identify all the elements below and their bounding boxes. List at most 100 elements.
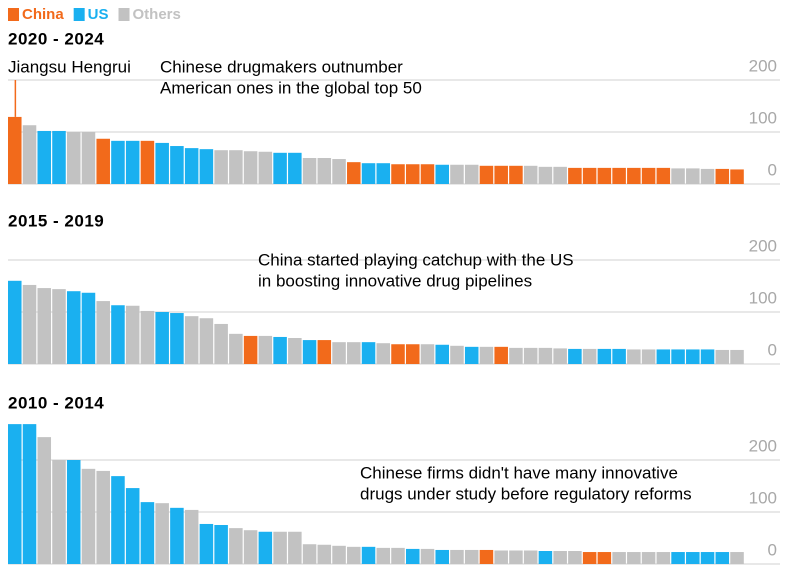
bar [37,288,52,364]
bar [22,125,37,184]
bar [730,552,744,564]
bar [627,167,641,184]
bar [170,507,184,564]
bar [111,476,125,564]
bar [671,168,685,184]
bar [553,166,567,184]
highlight-label: Jiangsu Hengrui [8,57,131,76]
bar [155,142,169,184]
bar [523,550,538,564]
bar [656,349,671,364]
bar [700,349,715,364]
bar [302,340,317,364]
bar [96,470,110,564]
bar [66,291,81,364]
bar [8,424,22,564]
bar [273,531,287,564]
bar [214,525,228,564]
bar [376,547,391,564]
bar [332,159,346,184]
bar [8,280,22,364]
bar [170,313,184,364]
bar [597,552,612,564]
y-tick-label: 100 [749,108,777,127]
bar [435,344,449,364]
bar [140,502,155,564]
legend-label: US [88,6,109,23]
bar [582,552,597,564]
bar [317,544,332,564]
bar [479,346,494,364]
bar [288,338,302,364]
bar [538,166,553,184]
annotation: in boosting innovative drug pipelines [258,271,532,290]
bar [553,348,567,364]
y-tick-label: 0 [768,540,777,559]
bar [450,345,464,364]
bar [288,152,302,184]
bar [66,460,81,564]
bar [568,167,582,184]
bar [538,347,553,364]
bar [509,165,523,184]
bar [435,549,449,564]
bar [597,348,612,364]
bar [361,163,376,184]
y-tick-label: 200 [749,236,777,255]
bar [243,530,258,564]
bar [686,168,700,184]
bar [302,158,317,184]
bar [420,344,435,364]
bar [184,148,199,184]
bar [347,342,361,364]
bar [111,140,125,184]
bar [214,150,228,184]
bar [715,168,730,184]
bar [184,316,199,364]
bar [405,344,420,364]
bar [302,544,317,564]
bar [376,163,391,184]
bar [582,167,597,184]
bar [317,158,332,184]
bar [125,140,140,184]
bar [347,162,361,184]
panel-title: 2015 - 2019 [8,211,104,230]
bar [538,551,553,564]
bar [671,349,685,364]
y-tick-label: 200 [749,56,777,75]
bar [170,146,184,184]
bar [140,310,155,364]
bar [435,164,449,184]
bar [656,552,671,564]
bar [464,164,479,184]
bar [273,152,287,184]
bar [656,167,671,184]
bar [96,301,110,364]
bar [229,528,243,564]
bar [686,552,700,564]
bar [627,349,641,364]
bar [317,340,332,364]
legend-swatch [73,8,85,21]
panel-title: 2010 - 2014 [8,393,104,412]
bar [155,503,169,564]
bar [612,348,626,364]
bar [523,347,538,364]
bar [568,551,582,564]
y-tick-label: 200 [749,436,777,455]
bar [730,349,744,364]
bar [420,164,435,184]
bar [405,164,420,184]
bar [641,552,656,564]
bar [686,349,700,364]
annotation: American ones in the global top 50 [160,78,422,97]
legend-label: China [22,6,64,23]
bar [37,437,52,564]
bar [214,323,228,364]
bar [391,164,405,184]
bar [347,546,361,564]
bar [494,165,508,184]
bar [715,349,730,364]
